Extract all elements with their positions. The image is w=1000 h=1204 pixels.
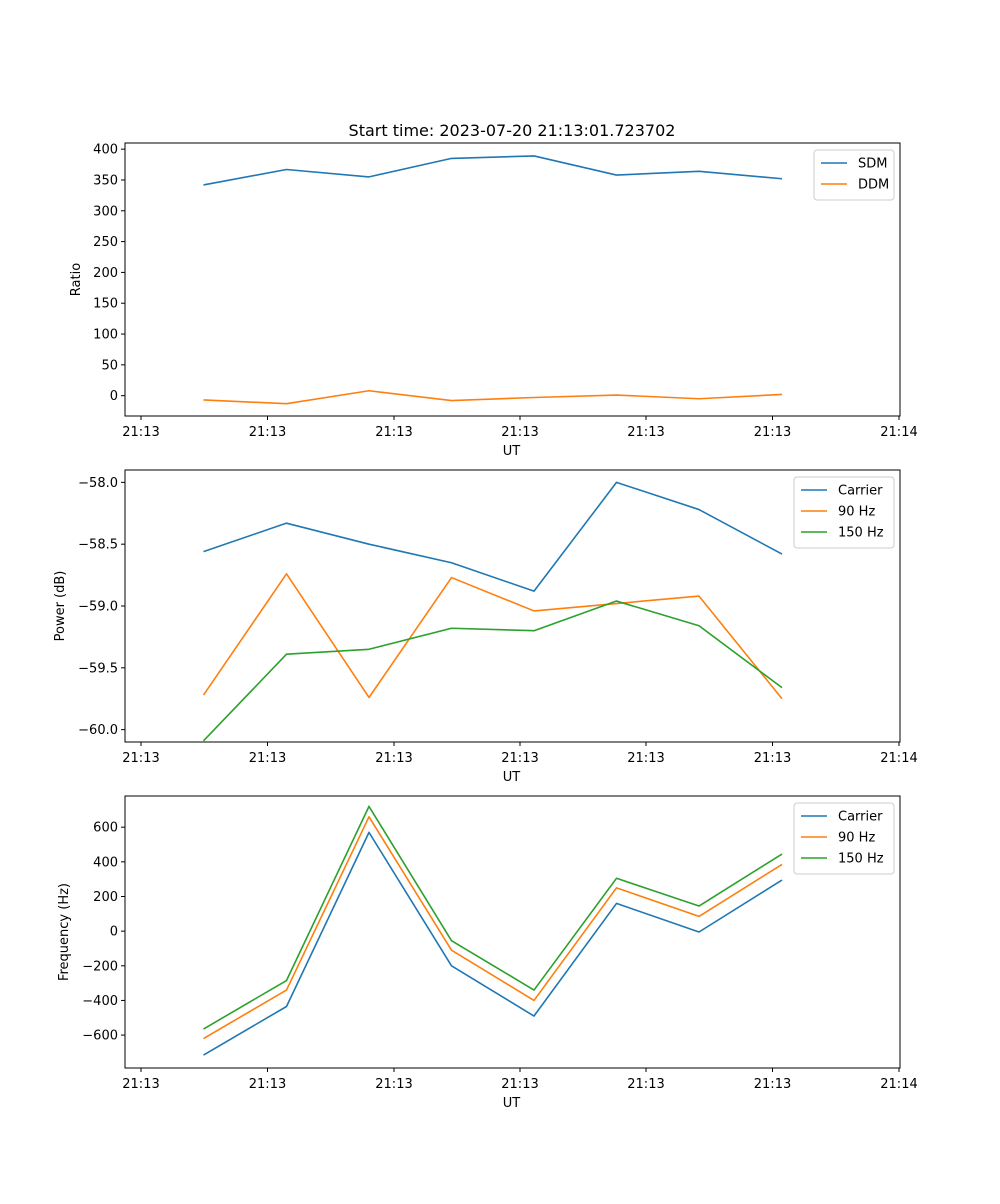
legend: SDM DDM: [814, 150, 894, 200]
y-tick-label: 150: [93, 297, 118, 312]
y-tick-label: 50: [101, 358, 118, 373]
y-tick-label: −58.5: [78, 538, 118, 553]
y-tick-label: 400: [93, 855, 118, 870]
y-tick-label: −60.0: [78, 723, 118, 738]
y-axis-label: Ratio: [69, 263, 84, 296]
legend-label: 90 Hz: [838, 831, 875, 846]
x-tick-label: 21:13: [501, 1077, 538, 1092]
legend-label: SDM: [858, 157, 887, 172]
y-tick-label: −59.0: [78, 600, 118, 615]
legend-label: Carrier: [838, 484, 883, 499]
y-tick-label: 600: [93, 821, 118, 836]
x-tick-label: 21:13: [627, 751, 664, 766]
x-tick-label: 21:13: [501, 425, 538, 440]
x-tick-label: 21:13: [754, 1077, 791, 1092]
x-tick-label: 21:13: [754, 751, 791, 766]
y-tick-label: 350: [93, 173, 118, 188]
y-axis-label: Power (dB): [53, 571, 68, 642]
x-tick-label: 21:13: [627, 425, 664, 440]
y-tick-label: 200: [93, 266, 118, 281]
x-tick-label: 21:13: [627, 1077, 664, 1092]
x-tick-label: 21:13: [375, 1077, 412, 1092]
y-tick-label: 400: [93, 143, 118, 158]
y-tick-label: −59.5: [78, 661, 118, 676]
x-tick-label: 21:14: [880, 1077, 917, 1092]
legend-label: 150 Hz: [838, 852, 884, 867]
legend: Carrier 90 Hz 150 Hz: [794, 477, 894, 548]
x-tick-label: 21:13: [754, 425, 791, 440]
x-tick-label: 21:13: [122, 1077, 159, 1092]
y-tick-label: −200: [82, 959, 118, 974]
legend: Carrier 90 Hz 150 Hz: [794, 803, 894, 874]
legend-label: 90 Hz: [838, 505, 875, 520]
y-tick-label: 0: [110, 389, 118, 404]
y-tick-label: −58.0: [78, 476, 118, 491]
x-tick-label: 21:14: [880, 751, 917, 766]
x-tick-label: 21:13: [501, 751, 538, 766]
x-axis-label: UT: [503, 444, 521, 459]
x-tick-label: 21:13: [375, 751, 412, 766]
x-axis-label: UT: [503, 1096, 521, 1111]
legend-label: Carrier: [838, 810, 883, 825]
y-tick-label: 0: [110, 925, 118, 940]
x-tick-label: 21:13: [122, 425, 159, 440]
y-tick-label: −400: [82, 994, 118, 1009]
y-axis-label: Frequency (Hz): [57, 883, 72, 981]
chart-title: Start time: 2023-07-20 21:13:01.723702: [349, 121, 676, 140]
x-tick-label: 21:14: [880, 425, 917, 440]
x-tick-label: 21:13: [375, 425, 412, 440]
y-tick-label: 250: [93, 235, 118, 250]
y-tick-label: 200: [93, 890, 118, 905]
y-tick-label: 300: [93, 204, 118, 219]
x-tick-label: 21:13: [249, 751, 286, 766]
y-tick-label: 100: [93, 328, 118, 343]
legend-label: 150 Hz: [838, 526, 884, 541]
x-tick-label: 21:13: [249, 425, 286, 440]
legend-label: DDM: [858, 178, 889, 193]
y-tick-label: −600: [82, 1029, 118, 1044]
x-axis-label: UT: [503, 770, 521, 785]
x-tick-label: 21:13: [122, 751, 159, 766]
x-tick-label: 21:13: [249, 1077, 286, 1092]
